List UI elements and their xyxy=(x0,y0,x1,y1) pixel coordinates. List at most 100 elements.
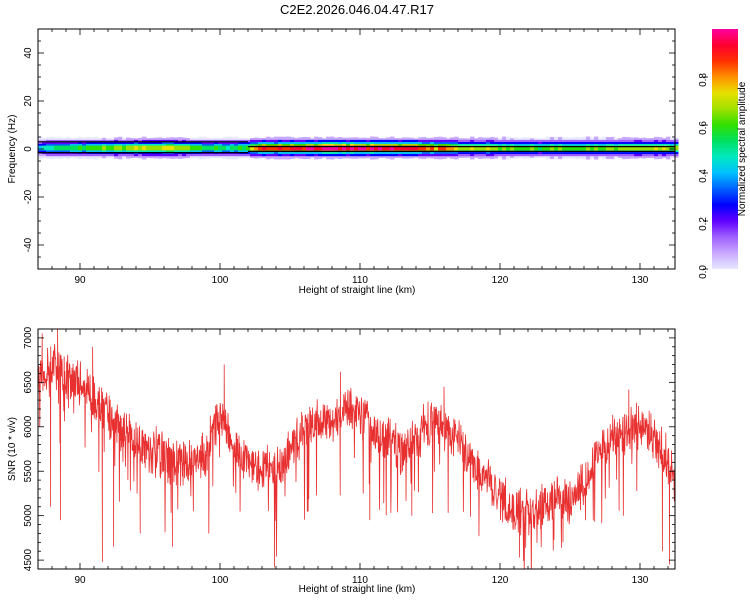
spectrogram-y-axis: 40 20 0 -20 -40 xyxy=(23,28,675,270)
heatmap-cell xyxy=(66,145,71,151)
heatmap-cell xyxy=(170,145,175,151)
heatmap-cell xyxy=(82,145,87,151)
y-tick-label: 0 xyxy=(23,146,34,152)
heatmap-cell xyxy=(206,145,211,151)
x-tick-label: 110 xyxy=(352,275,368,286)
heatmap-cell xyxy=(526,145,531,151)
heatmap-cell xyxy=(50,145,55,151)
heatmap-cell xyxy=(578,145,583,151)
heatmap-cell xyxy=(150,145,155,151)
heatmap-cell xyxy=(406,145,411,151)
heatmap-cell xyxy=(322,145,327,151)
heatmap-cell xyxy=(450,145,455,151)
x-tick-label: 120 xyxy=(492,575,509,586)
heatmap-cell xyxy=(354,145,359,151)
heatmap-cell xyxy=(670,145,675,151)
heatmap-cell xyxy=(386,145,391,151)
heatmap-cell xyxy=(654,145,659,151)
x-tick-label: 110 xyxy=(352,575,368,586)
heatmap-cell xyxy=(410,145,415,151)
y-tick-label: 20 xyxy=(23,95,34,107)
heatmap-cell xyxy=(334,145,339,151)
heatmap-cell xyxy=(318,145,323,151)
heatmap-cell xyxy=(350,145,355,151)
heatmap-cell xyxy=(266,145,271,151)
colorbar-tick-label: 0.8 xyxy=(698,73,709,87)
colorbar-label: Normalized spectral amplitude xyxy=(737,81,748,216)
heatmap-cell xyxy=(634,145,639,151)
heatmap-cell xyxy=(638,145,643,151)
heatmap-cell xyxy=(110,145,115,151)
heatmap-cell xyxy=(98,145,103,151)
heatmap-cell xyxy=(482,145,487,151)
y-tick-label: 40 xyxy=(23,47,34,59)
heatmap-cell xyxy=(574,145,579,151)
heatmap-cell xyxy=(550,145,555,151)
heatmap-cell xyxy=(214,145,219,151)
heatmap-cell xyxy=(298,145,303,151)
heatmap-cell xyxy=(278,145,283,151)
heatmap-cell xyxy=(454,145,459,151)
heatmap-cell xyxy=(570,145,575,151)
heatmap-cell xyxy=(154,145,159,151)
heatmap-cell xyxy=(642,145,647,151)
heatmap-cell xyxy=(294,145,299,151)
heatmap-cell xyxy=(90,145,95,151)
heatmap-cell xyxy=(474,145,479,151)
heatmap-cell xyxy=(70,145,75,151)
heatmap-cell xyxy=(582,145,587,151)
heatmap-cell xyxy=(118,145,123,151)
heatmap-cell xyxy=(394,145,399,151)
heatmap-cell xyxy=(618,145,623,151)
heatmap-cell xyxy=(598,145,603,151)
heatmap-cell xyxy=(442,145,447,151)
heatmap-cell xyxy=(586,145,591,151)
colorbar-gradient xyxy=(712,29,738,269)
heatmap-cell xyxy=(238,145,243,151)
heatmap-cell xyxy=(378,145,383,151)
snr-y-label: SNR (10 * v/v) xyxy=(7,417,18,481)
snr-x-axis: 90 100 110 120 130 xyxy=(37,329,669,586)
heatmap-cell xyxy=(198,145,203,151)
heatmap-cell xyxy=(190,145,195,151)
heatmap-cell xyxy=(290,145,295,151)
heatmap-cell xyxy=(462,145,467,151)
snr-series-line xyxy=(38,329,675,569)
heatmap-cell xyxy=(114,145,119,151)
heatmap-cell xyxy=(46,145,51,151)
heatmap-cell xyxy=(522,145,527,151)
heatmap-cell xyxy=(558,145,563,151)
heatmap-cell xyxy=(422,145,427,151)
heatmap-cell xyxy=(546,145,551,151)
heatmap-cell xyxy=(666,145,671,151)
x-tick-label: 130 xyxy=(632,575,649,586)
heatmap-cell xyxy=(274,145,279,151)
y-tick-label: 6500 xyxy=(23,371,34,394)
heatmap-cell xyxy=(258,145,263,151)
heatmap-cell xyxy=(246,145,251,151)
snr-frame xyxy=(37,328,676,570)
heatmap-cell xyxy=(158,145,163,151)
heatmap-cell xyxy=(202,145,207,151)
heatmap-cell xyxy=(262,145,267,151)
heatmap-cell xyxy=(182,145,187,151)
heatmap-cell xyxy=(446,145,451,151)
heatmap-cell xyxy=(342,145,347,151)
heatmap-cell xyxy=(594,145,599,151)
heatmap-cell xyxy=(430,145,435,151)
heatmap-cell xyxy=(650,145,655,151)
y-tick-label: -40 xyxy=(23,237,34,252)
heatmap-cell xyxy=(502,145,507,151)
heatmap-cell xyxy=(458,145,463,151)
heatmap-cell xyxy=(178,145,183,151)
heatmap-cell xyxy=(106,145,111,151)
heatmap-cell xyxy=(326,145,331,151)
heatmap-cell xyxy=(302,145,307,151)
heatmap-cell xyxy=(210,145,215,151)
spectrogram-y-label: Frequency (Hz) xyxy=(7,115,18,184)
x-tick-label: 120 xyxy=(492,275,509,286)
heatmap-cell xyxy=(538,145,543,151)
spectrogram-x-label: Height of straight line (km) xyxy=(299,285,416,296)
heatmap-cell xyxy=(626,145,631,151)
